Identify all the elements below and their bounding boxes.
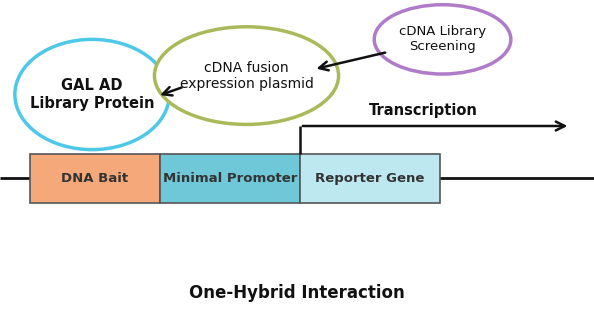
- Ellipse shape: [374, 5, 511, 74]
- Text: Reporter Gene: Reporter Gene: [315, 172, 425, 185]
- Text: One-Hybrid Interaction: One-Hybrid Interaction: [189, 284, 405, 302]
- Text: Minimal Promoter: Minimal Promoter: [163, 172, 298, 185]
- Ellipse shape: [154, 27, 339, 124]
- Bar: [160, 154, 300, 203]
- Text: GAL AD
Library Protein: GAL AD Library Protein: [30, 78, 154, 111]
- Bar: [300, 154, 440, 203]
- Bar: [30, 154, 160, 203]
- Text: Transcription: Transcription: [369, 103, 478, 118]
- Text: cDNA Library
Screening: cDNA Library Screening: [399, 26, 486, 53]
- Text: cDNA fusion
expression plasmid: cDNA fusion expression plasmid: [179, 60, 314, 91]
- Ellipse shape: [15, 39, 169, 150]
- Text: DNA Bait: DNA Bait: [61, 172, 129, 185]
